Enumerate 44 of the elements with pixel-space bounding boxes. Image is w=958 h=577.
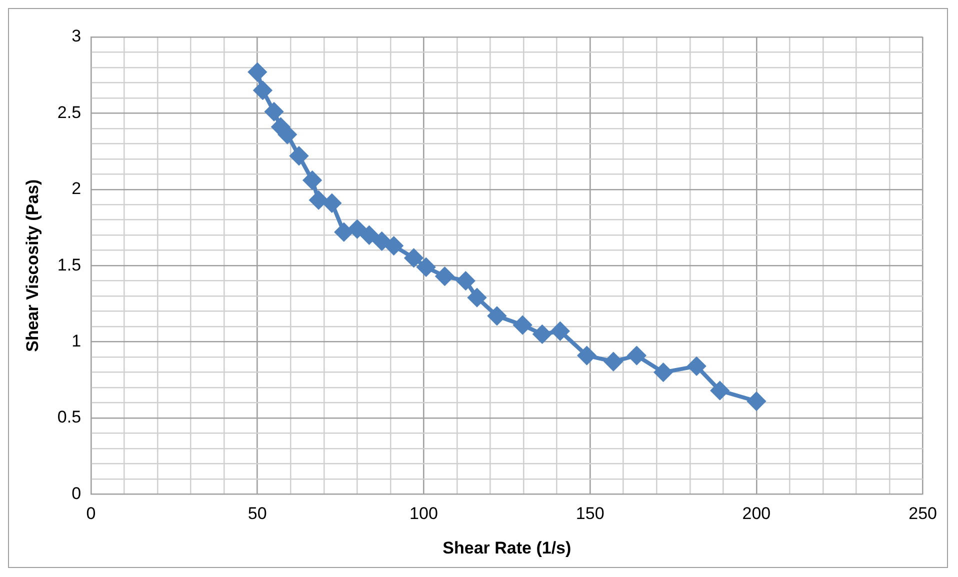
point [290,146,308,165]
y-tick-label: 1.5 [57,255,82,274]
point [628,346,646,365]
point [278,126,296,144]
point [322,194,341,212]
y-tick-label: 0 [72,484,82,503]
point [488,306,506,325]
y-tick-label: 1 [72,331,82,350]
point [348,220,366,238]
point [310,191,328,210]
y-tick-label: 0.5 [57,408,82,427]
x-axis-title: Shear Rate (1/s) [442,538,572,558]
y-tick-label: 3 [72,26,82,46]
x-tick-label: 100 [410,504,438,524]
x-tick-label: 150 [576,504,604,524]
x-tick-label: 50 [248,504,267,524]
point [688,357,706,376]
y-tick-label: 2 [72,179,82,198]
point [456,272,475,290]
point [417,258,436,276]
point [404,248,423,267]
point [514,316,532,334]
point [372,232,391,250]
point [384,236,403,255]
point [360,226,378,244]
point [710,382,729,400]
point [265,102,284,121]
point [654,363,672,382]
x-tick-label: 0 [86,504,96,524]
y-axis-title: Shear Viscosity (Pas) [22,179,42,352]
point [436,267,454,286]
point [747,392,766,410]
point [578,346,596,365]
point [334,223,353,242]
point [254,81,272,100]
point [604,352,622,371]
point [303,171,322,190]
x-tick-label: 200 [742,504,771,524]
y-tick-label: 2.5 [57,102,82,122]
point [248,63,266,82]
point [468,288,486,307]
point [533,325,552,344]
x-tick-label: 250 [908,504,938,524]
point [551,322,570,340]
